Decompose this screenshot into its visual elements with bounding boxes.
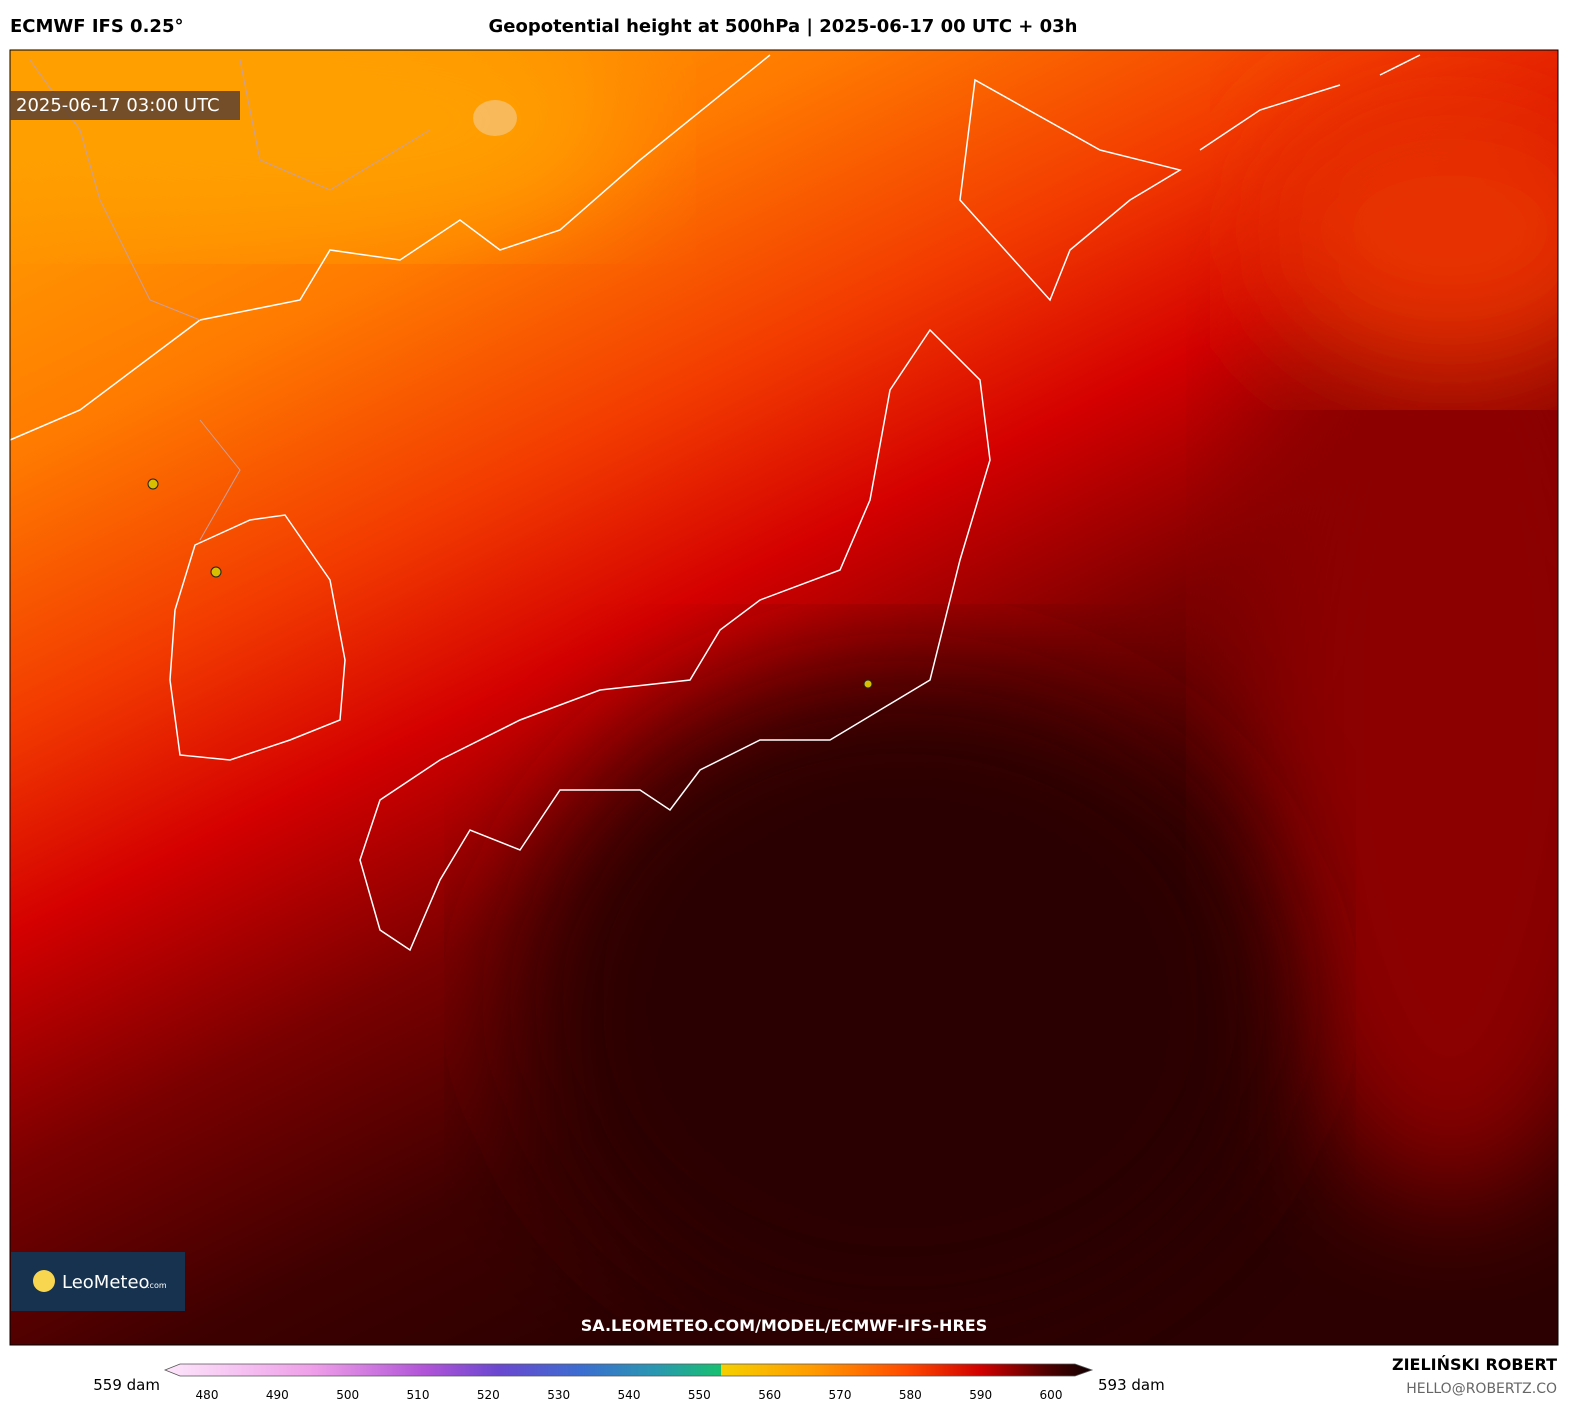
map-title: Geopotential height at 500hPa | 2025-06-… xyxy=(488,16,1077,37)
timestamp: 2025-06-17 03:00 UTC xyxy=(16,95,220,116)
coastlines xyxy=(10,54,1421,952)
email: HELLO@ROBERTZ.CO xyxy=(1406,1381,1557,1397)
colorbar-tick-label: 580 xyxy=(899,1388,922,1402)
colorbar xyxy=(163,1363,1094,1377)
colorbar-tick-label: 550 xyxy=(688,1388,711,1402)
map-area xyxy=(10,50,1558,1345)
colorbar-tick-label: 540 xyxy=(618,1388,641,1402)
colorbar-tick-label: 530 xyxy=(547,1388,570,1402)
colorbar-tick-label: 500 xyxy=(336,1388,359,1402)
logo-name: LeoMeteo xyxy=(62,1272,150,1293)
colorbar-min: 559 dam xyxy=(93,1376,160,1394)
colorbar-tick-label: 480 xyxy=(196,1388,219,1402)
colorbar-tick-label: 560 xyxy=(758,1388,781,1402)
colorbar-max: 593 dam xyxy=(1098,1376,1165,1394)
author: ZIELIŃSKI ROBERT xyxy=(1392,1355,1557,1374)
logo-suffix: .com xyxy=(147,1281,167,1290)
source-url: SA.LEOMETEO.COM/MODEL/ECMWF-IFS-HRES xyxy=(581,1316,987,1335)
colorbar-tick-label: 520 xyxy=(477,1388,500,1402)
colorbar-tick-label: 510 xyxy=(407,1388,430,1402)
colorbar-tick-label: 490 xyxy=(266,1388,289,1402)
colorbar-tick-label: 590 xyxy=(969,1388,992,1402)
colorbar-tick-label: 570 xyxy=(829,1388,852,1402)
colorbar-tick-label: 600 xyxy=(1040,1388,1063,1402)
model-name: ECMWF IFS 0.25° xyxy=(10,16,183,37)
